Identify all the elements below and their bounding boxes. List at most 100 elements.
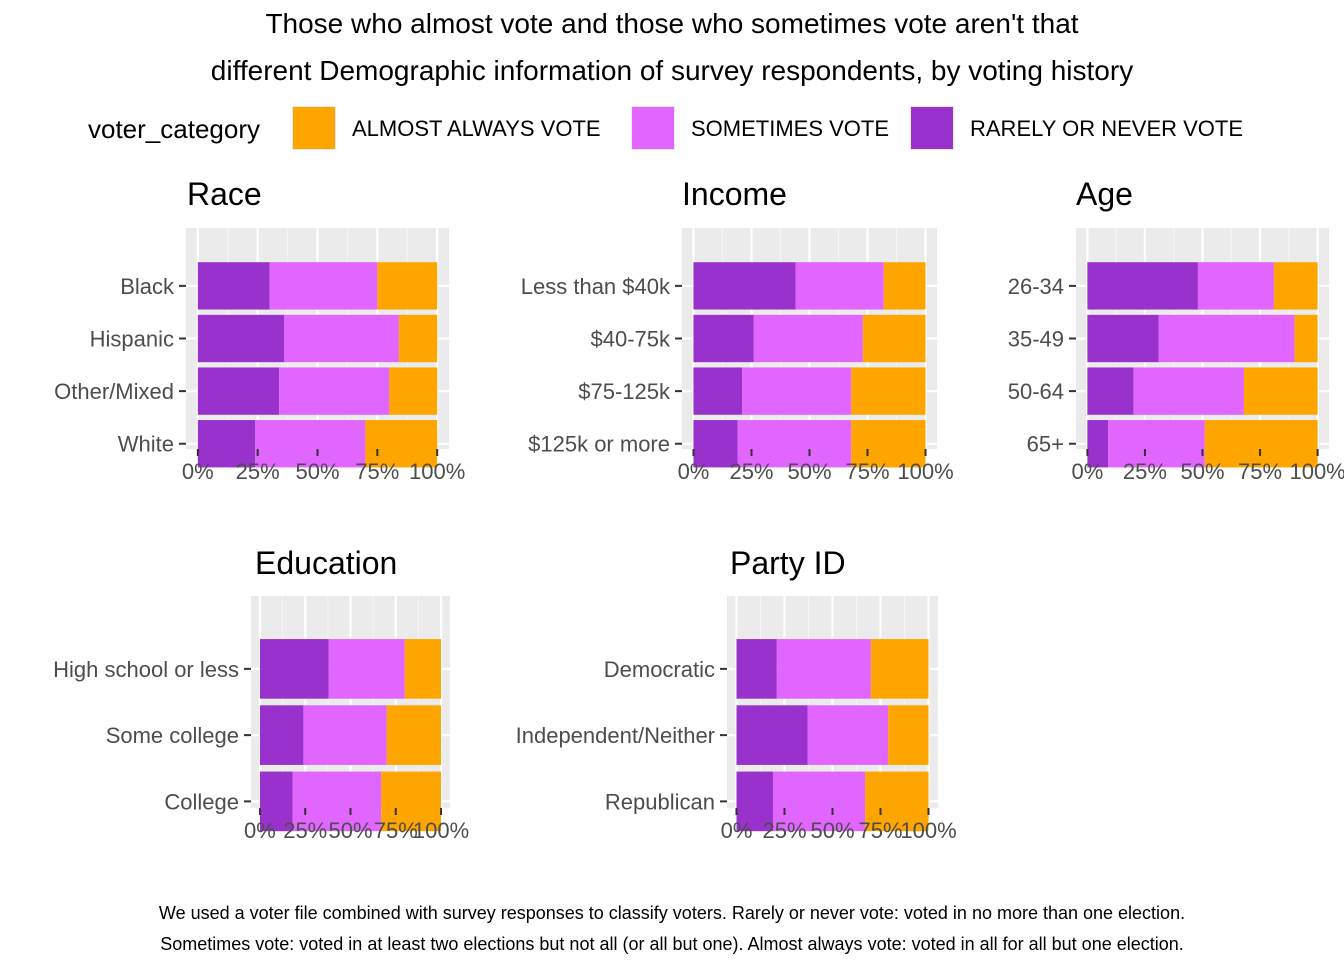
panel-title: Income bbox=[682, 176, 787, 212]
bar-26-34-almost-always-vote bbox=[1273, 262, 1318, 310]
bar-65-rarely-or-never-vote bbox=[1087, 420, 1109, 468]
panel-income: Less than $40k $40-75k $75-125k $125k or mo… bbox=[521, 176, 954, 484]
x-tick-label: 25% bbox=[1123, 459, 1167, 484]
bar-less-than-40k-almost-always-vote bbox=[883, 262, 926, 310]
legend-label-sometimes: SOMETIMES VOTE bbox=[691, 116, 890, 141]
bar-50-64-rarely-or-never-vote bbox=[1087, 367, 1134, 415]
x-tick-label: 0% bbox=[678, 459, 710, 484]
bar-other-mixed-sometimes-vote bbox=[279, 367, 390, 415]
bar-democratic-almost-always-vote bbox=[870, 639, 929, 699]
x-tick-label: 25% bbox=[236, 459, 280, 484]
bar-black-sometimes-vote bbox=[269, 262, 378, 310]
caption-line-2: Sometimes vote: voted in at least two el… bbox=[160, 934, 1184, 954]
x-tick-label: 0% bbox=[182, 459, 214, 484]
bar-hispanic-almost-always-vote bbox=[398, 314, 438, 363]
x-tick-label: 25% bbox=[283, 818, 327, 843]
x-tick-label: 75% bbox=[845, 459, 889, 484]
bar-college-rarely-or-never-vote bbox=[259, 771, 293, 832]
x-tick-label: 100% bbox=[897, 459, 953, 484]
x-tick-label: 100% bbox=[409, 459, 465, 484]
x-tick-label: 75% bbox=[355, 459, 399, 484]
bar-hispanic-sometimes-vote bbox=[283, 314, 399, 363]
bar-independent-neither-sometimes-vote bbox=[807, 705, 889, 765]
bar-less-than-40k-rarely-or-never-vote bbox=[693, 262, 796, 310]
y-tick-label: $125k or more bbox=[528, 432, 670, 457]
bar-40-75k-almost-always-vote bbox=[862, 314, 926, 363]
bar-35-49-almost-always-vote bbox=[1294, 314, 1318, 363]
bar-some-college-rarely-or-never-vote bbox=[259, 705, 304, 765]
y-tick-label: Black bbox=[120, 274, 175, 299]
x-tick-label: 100% bbox=[413, 818, 469, 843]
bar-26-34-sometimes-vote bbox=[1197, 262, 1274, 310]
bar-high-school-or-less-rarely-or-never-vote bbox=[259, 639, 329, 699]
y-tick-label: Hispanic bbox=[90, 327, 174, 352]
y-tick-label: High school or less bbox=[53, 657, 239, 682]
bar-35-49-sometimes-vote bbox=[1158, 314, 1295, 363]
y-tick-label: $75-125k bbox=[578, 379, 671, 404]
x-tick-label: 50% bbox=[810, 818, 854, 843]
bar-democratic-rarely-or-never-vote bbox=[736, 639, 777, 699]
panel-party-id: Democratic Independent/Neither Republican0… bbox=[516, 545, 957, 843]
bar-independent-neither-rarely-or-never-vote bbox=[736, 705, 808, 765]
x-tick-label: 50% bbox=[328, 818, 372, 843]
bar-republican-rarely-or-never-vote bbox=[736, 771, 773, 832]
bar-50-64-sometimes-vote bbox=[1133, 367, 1244, 415]
x-tick-label: 25% bbox=[729, 459, 773, 484]
bar-65-sometimes-vote bbox=[1108, 420, 1205, 468]
panel-title: Party ID bbox=[730, 545, 846, 581]
bar-125k-or-more-rarely-or-never-vote bbox=[693, 420, 738, 468]
panel-race: Black Hispanic Other/Mixed White 0% 25% 50% 75%… bbox=[54, 176, 465, 484]
x-tick-label: 50% bbox=[787, 459, 831, 484]
bar-26-34-rarely-or-never-vote bbox=[1087, 262, 1198, 310]
y-tick-label: $40-75k bbox=[590, 327, 671, 352]
bar-college-sometimes-vote bbox=[292, 771, 382, 832]
x-tick-label: 75% bbox=[858, 818, 902, 843]
x-tick-label: 100% bbox=[1289, 459, 1344, 484]
bar-high-school-or-less-sometimes-vote bbox=[328, 639, 405, 699]
bar-65-almost-always-vote bbox=[1204, 420, 1318, 468]
bar-other-mixed-almost-always-vote bbox=[389, 367, 438, 415]
panel-title: Education bbox=[255, 545, 397, 581]
bar-40-75k-rarely-or-never-vote bbox=[693, 314, 754, 363]
bar-less-than-40k-sometimes-vote bbox=[795, 262, 884, 310]
y-tick-label: 26-34 bbox=[1008, 274, 1064, 299]
bar-white-almost-always-vote bbox=[365, 420, 438, 468]
bar-black-rarely-or-never-vote bbox=[197, 262, 270, 310]
chart-title-line-1: Those who almost vote and those who some… bbox=[265, 8, 1079, 39]
chart-title-line-2: different Demographic information of sur… bbox=[210, 55, 1134, 86]
y-tick-label: 50-64 bbox=[1008, 379, 1064, 404]
x-tick-label: 50% bbox=[295, 459, 339, 484]
bar-republican-sometimes-vote bbox=[772, 771, 866, 832]
y-tick-label: Democratic bbox=[604, 657, 715, 682]
bar-75-125k-almost-always-vote bbox=[851, 367, 926, 415]
panel-education: High school or less Some college College0%… bbox=[53, 545, 469, 843]
bar-white-sometimes-vote bbox=[255, 420, 366, 468]
x-tick-label: 75% bbox=[1238, 459, 1282, 484]
panel-age: 26-34 35-49 50-64 65+ 0% 25% 50% 75% 100% Age bbox=[1008, 176, 1344, 484]
x-tick-label: 75% bbox=[374, 818, 418, 843]
bar-75-125k-sometimes-vote bbox=[742, 367, 852, 415]
bar-35-49-rarely-or-never-vote bbox=[1087, 314, 1159, 363]
bar-independent-neither-almost-always-vote bbox=[888, 705, 929, 765]
legend-title: voter_category bbox=[88, 114, 260, 144]
bar-democratic-sometimes-vote bbox=[776, 639, 871, 699]
legend-label-almost-always: ALMOST ALWAYS VOTE bbox=[352, 116, 601, 141]
bar-some-college-sometimes-vote bbox=[303, 705, 387, 765]
legend-swatch-sometimes bbox=[632, 107, 674, 149]
caption-line-1: We used a voter file combined with surve… bbox=[158, 903, 1186, 923]
bar-125k-or-more-sometimes-vote bbox=[737, 420, 852, 468]
bar-hispanic-rarely-or-never-vote bbox=[197, 314, 284, 363]
y-tick-label: Less than $40k bbox=[521, 274, 671, 299]
x-tick-label: 0% bbox=[721, 818, 753, 843]
x-tick-label: 0% bbox=[244, 818, 276, 843]
bar-republican-almost-always-vote bbox=[865, 771, 929, 832]
bar-some-college-almost-always-vote bbox=[386, 705, 442, 765]
legend-key-sometimes bbox=[631, 106, 675, 150]
y-tick-label: 65+ bbox=[1027, 432, 1064, 457]
x-tick-label: 25% bbox=[762, 818, 806, 843]
legend-key-almost-always bbox=[292, 106, 336, 150]
panel-title: Race bbox=[187, 176, 262, 212]
panel-title: Age bbox=[1076, 176, 1133, 212]
bar-50-64-almost-always-vote bbox=[1243, 367, 1318, 415]
